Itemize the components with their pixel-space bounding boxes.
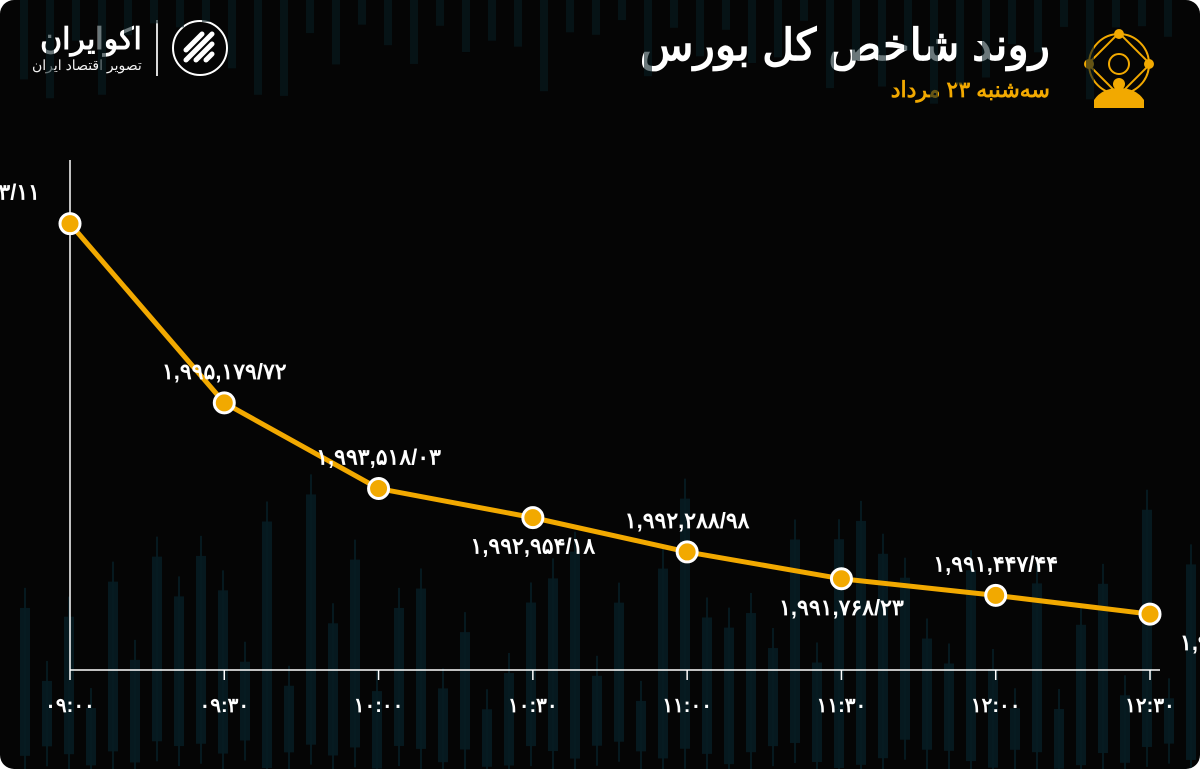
x-tick-label: ۰۹:۰۰: [45, 695, 95, 717]
data-point: [369, 479, 389, 499]
data-point: [60, 214, 80, 234]
value-label: ۱,۹۹۵,۱۷۹/۷۲: [162, 359, 287, 384]
data-point: [1140, 604, 1160, 624]
value-label: ۱,۹۹۱,۰۸۴/۳۸: [1180, 630, 1200, 655]
data-point: [214, 393, 234, 413]
value-label: ۱,۹۹۱,۷۶۸/۲۳: [779, 595, 904, 620]
x-tick-label: ۰۹:۳۰: [199, 695, 249, 717]
x-tick-label: ۱۱:۳۰: [817, 695, 867, 717]
value-label: ۱,۹۹۱,۴۴۷/۴۴: [933, 551, 1058, 576]
chart-area: ۱,۹۹۸,۶۵۳/۱۱ ۱,۹۹۵,۱۷۹/۷۲ ۱,۹۹۳,۵۱۸/۰۳ ۱,۹۹…: [0, 0, 1200, 769]
data-point: [523, 508, 543, 528]
x-tick-label: ۱۰:۰۰: [354, 695, 404, 717]
x-tick-label: ۱۲:۰۰: [971, 695, 1021, 717]
data-point: [677, 542, 697, 562]
value-label: ۱,۹۹۳,۵۱۸/۰۳: [316, 445, 441, 470]
data-point: [986, 585, 1006, 605]
chart-stage: اکوایران تصویر اقتصاد ایران روند شاخص کل…: [0, 0, 1200, 769]
value-label: ۱,۹۹۸,۶۵۳/۱۱: [0, 180, 40, 205]
value-label: ۱,۹۹۲,۲۸۸/۹۸: [625, 508, 750, 533]
x-tick-label: ۱۱:۰۰: [662, 695, 712, 717]
x-tick-label: ۱۲:۳۰: [1125, 695, 1175, 717]
x-tick-label: ۱۰:۳۰: [508, 695, 558, 717]
data-point: [831, 569, 851, 589]
value-label: ۱,۹۹۲,۹۵۴/۱۸: [471, 534, 596, 559]
